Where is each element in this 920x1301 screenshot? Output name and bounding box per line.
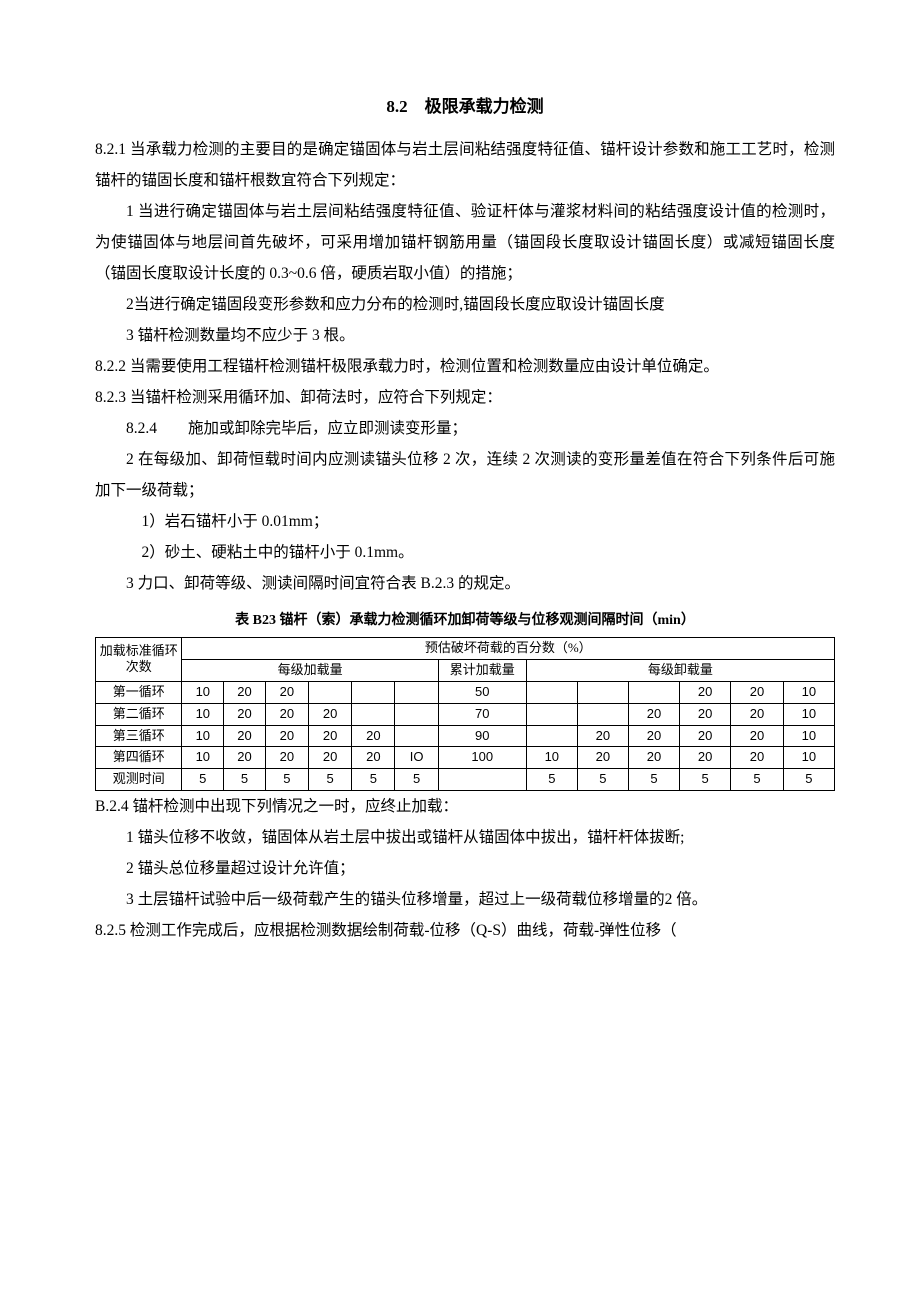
para-item-3b: 3 力口、卸荷等级、测读间隔时间宜符合表 B.2.3 的规定。 [95, 568, 835, 599]
row-label: 第四循环 [96, 747, 182, 769]
cell: 20 [680, 681, 731, 703]
cell: 20 [731, 703, 784, 725]
cell: 5 [783, 769, 834, 791]
cell: 20 [309, 703, 352, 725]
para-sub-2: 2）砂土、硬粘土中的锚杆小于 0.1mm。 [95, 537, 835, 568]
cell: 10 [526, 747, 577, 769]
cell: 20 [628, 747, 679, 769]
cell: 20 [352, 725, 395, 747]
cell [526, 725, 577, 747]
row-label: 第二循环 [96, 703, 182, 725]
cell: 50 [438, 681, 526, 703]
table-row: 第二循环 10 20 20 20 70 20 20 20 10 [96, 703, 835, 725]
para-item-2b: 2 在每级加、卸荷恒载时间内应测读锚头位移 2 次，连续 2 次测读的变形量差值… [95, 444, 835, 506]
cell: 20 [224, 725, 266, 747]
cell [526, 681, 577, 703]
para-item-3: 3 锚杆检测数量均不应少于 3 根。 [95, 320, 835, 351]
cell [352, 681, 395, 703]
cell: IO [395, 747, 438, 769]
cell [309, 681, 352, 703]
cell [395, 703, 438, 725]
cell: 20 [265, 747, 308, 769]
h-unload-each: 每级卸载量 [526, 659, 834, 681]
cell: 5 [224, 769, 266, 791]
cell: 10 [182, 725, 224, 747]
cell: 10 [182, 703, 224, 725]
cell: 5 [731, 769, 784, 791]
cell: 10 [182, 747, 224, 769]
cell: 100 [438, 747, 526, 769]
cell: 5 [680, 769, 731, 791]
cell: 20 [628, 703, 679, 725]
cell [352, 703, 395, 725]
row-label: 第一循环 [96, 681, 182, 703]
cell [395, 681, 438, 703]
table-row: 第三循环 10 20 20 20 20 90 20 20 20 20 10 [96, 725, 835, 747]
cell: 5 [577, 769, 628, 791]
cell: 5 [265, 769, 308, 791]
table-row: 第一循环 10 20 20 50 20 20 10 [96, 681, 835, 703]
para-term-1: 1 锚头位移不收敛，锚固体从岩土层中拔出或锚杆从锚固体中拔出，锚杆杆体拔断; [95, 822, 835, 853]
cell: 20 [680, 703, 731, 725]
cell: 10 [182, 681, 224, 703]
para-item-2: 2当进行确定锚固段变形参数和应力分布的检测时,锚固段长度应取设计锚固长度 [95, 289, 835, 320]
cell: 5 [526, 769, 577, 791]
cell [395, 725, 438, 747]
cell: 10 [783, 681, 834, 703]
cell: 20 [680, 725, 731, 747]
cell: 5 [182, 769, 224, 791]
cell: 5 [628, 769, 679, 791]
para-8-2-4-sub: 8.2.4 施加或卸除完毕后，应立即测读变形量； [95, 413, 835, 444]
section-title: 8.2 极限承载力检测 [95, 90, 835, 124]
cell: 20 [680, 747, 731, 769]
cell [577, 703, 628, 725]
cell [526, 703, 577, 725]
col-label: 加载标准循环次数 [96, 638, 182, 682]
h-load-cum: 累计加载量 [438, 659, 526, 681]
para-8-2-1: 8.2.1 当承载力检测的主要目的是确定锚固体与岩土层间粘结强度特征值、锚杆设计… [95, 134, 835, 196]
cell: 20 [577, 747, 628, 769]
cell: 20 [309, 725, 352, 747]
cell [628, 681, 679, 703]
para-sub-1: 1）岩石锚杆小于 0.01mm； [95, 506, 835, 537]
cell: 20 [309, 747, 352, 769]
cell: 10 [783, 725, 834, 747]
cell: 5 [352, 769, 395, 791]
cell: 10 [783, 747, 834, 769]
table-row: 第四循环 10 20 20 20 20 IO 100 10 20 20 20 2… [96, 747, 835, 769]
table-caption: 表 B23 锚杆（索）承载力检测循环加卸荷等级与位移观测间隔时间（min） [95, 607, 835, 635]
cell: 20 [224, 681, 266, 703]
cell: 5 [309, 769, 352, 791]
cell: 90 [438, 725, 526, 747]
cell: 20 [731, 747, 784, 769]
cell [438, 769, 526, 791]
cell: 20 [224, 703, 266, 725]
load-table: 加载标准循环次数 预估破坏荷载的百分数（%） 每级加载量 累计加载量 每级卸载量… [95, 637, 835, 791]
cell: 5 [395, 769, 438, 791]
para-term-2: 2 锚头总位移量超过设计允许值； [95, 853, 835, 884]
para-8-2-2: 8.2.2 当需要使用工程锚杆检测锚杆极限承载力时，检测位置和检测数量应由设计单… [95, 351, 835, 382]
h-load-each: 每级加载量 [182, 659, 438, 681]
cell: 20 [577, 725, 628, 747]
cell: 20 [265, 681, 308, 703]
table-row: 观测时间 5 5 5 5 5 5 5 5 5 5 5 5 [96, 769, 835, 791]
cell: 20 [628, 725, 679, 747]
para-8-2-3: 8.2.3 当锚杆检测采用循环加、卸荷法时，应符合下列规定： [95, 382, 835, 413]
cell: 20 [731, 681, 784, 703]
cell: 10 [783, 703, 834, 725]
cell: 20 [265, 725, 308, 747]
para-item-1: 1 当进行确定锚固体与岩土层间粘结强度特征值、验证杆体与灌浆材料间的粘结强度设计… [95, 196, 835, 289]
cell: 70 [438, 703, 526, 725]
row-label: 第三循环 [96, 725, 182, 747]
para-term-3: 3 土层锚杆试验中后一级荷载产生的锚头位移增量，超过上一级荷载位移增量的2 倍。 [95, 884, 835, 915]
cell: 20 [265, 703, 308, 725]
cell: 20 [731, 725, 784, 747]
cell: 20 [352, 747, 395, 769]
para-8-2-5: 8.2.5 检测工作完成后，应根据检测数据绘制荷载-位移（Q-S）曲线，荷载-弹… [95, 915, 835, 946]
cell: 20 [224, 747, 266, 769]
row-label: 观测时间 [96, 769, 182, 791]
para-b-2-4: B.2.4 锚杆检测中出现下列情况之一时，应终止加载： [95, 791, 835, 822]
cell [577, 681, 628, 703]
top-header: 预估破坏荷载的百分数（%） [182, 638, 835, 660]
